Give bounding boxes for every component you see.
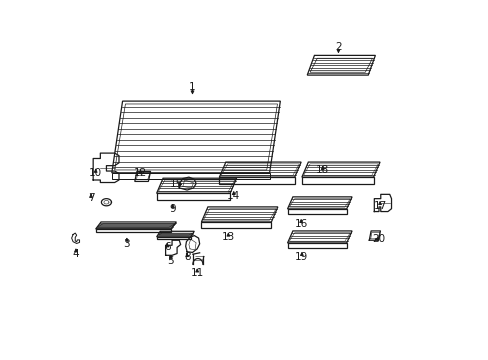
Text: 8: 8 — [183, 252, 190, 262]
Text: 9: 9 — [169, 204, 176, 214]
Text: 16: 16 — [294, 219, 307, 229]
Text: 18: 18 — [315, 165, 328, 175]
Text: 7: 7 — [87, 193, 94, 203]
Text: 6: 6 — [164, 242, 170, 252]
Text: 17: 17 — [373, 201, 386, 211]
Text: 13: 13 — [221, 232, 235, 242]
Text: 20: 20 — [372, 234, 385, 244]
Text: 5: 5 — [167, 256, 174, 266]
Text: 4: 4 — [73, 248, 79, 258]
Text: 19: 19 — [295, 252, 308, 262]
Text: 12: 12 — [134, 168, 147, 178]
Text: 3: 3 — [123, 239, 130, 249]
Text: 10: 10 — [89, 168, 102, 178]
Text: 1: 1 — [189, 82, 195, 92]
Text: 11: 11 — [190, 268, 203, 278]
Text: 14: 14 — [226, 191, 240, 201]
Text: 2: 2 — [334, 42, 341, 52]
Text: 15: 15 — [169, 179, 183, 189]
